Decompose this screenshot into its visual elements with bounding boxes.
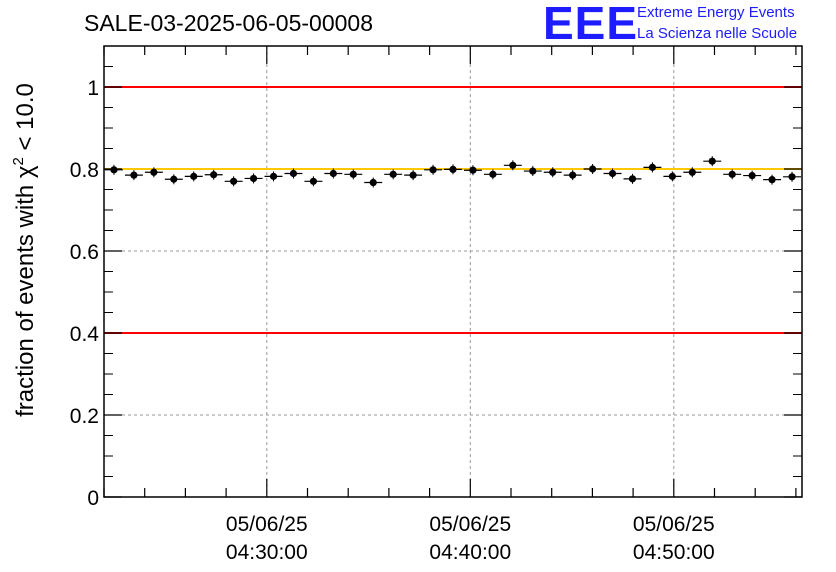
data-point — [723, 169, 742, 180]
data-point — [503, 160, 522, 171]
data-point — [284, 168, 303, 179]
eee-logo: EEE Extreme Energy Events La Scienza nel… — [543, 0, 833, 49]
data-point — [763, 174, 782, 185]
eee-logo-mark: EEE — [543, 0, 639, 49]
logo-line-1: Extreme Energy Events — [637, 4, 795, 21]
chart-title: SALE-03-2025-06-05-00008 — [84, 10, 373, 36]
data-point — [603, 168, 622, 179]
data-point — [384, 169, 403, 180]
data-point — [783, 171, 801, 182]
data-point — [264, 171, 283, 182]
data-point — [523, 166, 542, 177]
data-point — [703, 156, 722, 167]
plot-frame — [103, 45, 803, 498]
data-point — [404, 170, 423, 181]
reference-lines — [104, 86, 802, 334]
data-point — [463, 165, 482, 176]
data-point — [364, 177, 383, 188]
y-axis-label-main: fraction of events with χ — [12, 165, 39, 417]
x-tick-date: 05/06/25 — [226, 513, 308, 536]
y-tick-label: 1 — [87, 77, 99, 100]
data-point — [483, 169, 502, 180]
data-point — [124, 170, 143, 181]
data-point — [583, 164, 602, 174]
y-axis-label: fraction of events with χ2 < 10.0 — [10, 83, 39, 417]
data-point — [304, 176, 323, 187]
data-point — [663, 171, 682, 182]
data-point — [344, 169, 363, 180]
data-point — [204, 169, 223, 180]
data-point — [224, 176, 243, 187]
data-point — [623, 173, 642, 184]
data-point — [543, 167, 562, 178]
x-tick-time: 04:30:00 — [226, 541, 308, 564]
x-tick-date: 05/06/25 — [429, 513, 511, 536]
y-tick-label: 0.8 — [70, 159, 99, 182]
data-point — [743, 170, 762, 181]
data-point — [244, 173, 263, 184]
y-tick-label: 0.6 — [70, 241, 99, 264]
y-tick-label: 0.4 — [70, 323, 100, 346]
y-tick-label: 0.2 — [70, 405, 99, 428]
y-axis-label-tail: < 10.0 — [12, 83, 39, 157]
data-point — [184, 171, 203, 182]
x-tick-time: 04:50:00 — [633, 541, 715, 564]
data-point — [105, 164, 123, 175]
data-point — [444, 164, 462, 175]
data-point — [324, 168, 343, 179]
data-point — [683, 167, 702, 178]
logo-line-2: La Scienza nelle Scuole — [637, 25, 798, 42]
data-point — [144, 167, 163, 178]
data-point — [563, 170, 582, 181]
grid — [104, 46, 802, 497]
x-tick-date: 05/06/25 — [633, 513, 715, 536]
y-axis-label-sup: 2 — [10, 157, 27, 165]
y-tick-label: 0 — [87, 487, 99, 510]
data-point — [164, 174, 183, 185]
x-tick-time: 04:40:00 — [429, 541, 511, 564]
data-point — [424, 164, 443, 175]
axes: 0 0.2 0.4 0.6 0.8 1 05/06/25 04:30:00 05/06/25 04… — [70, 45, 802, 564]
data-points — [105, 156, 801, 188]
data-point — [643, 162, 662, 173]
